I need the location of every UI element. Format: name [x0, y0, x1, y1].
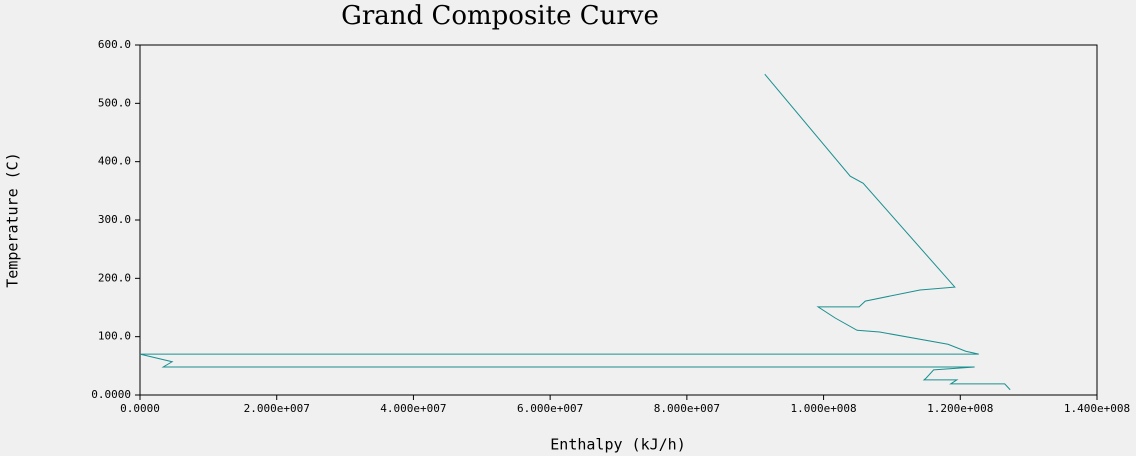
y-tick-label: 300.0 [98, 213, 131, 226]
x-tick-label: 1.000e+008 [790, 402, 856, 415]
x-tick-label: 1.400e+008 [1064, 402, 1130, 415]
x-tick-label: 2.000e+007 [244, 402, 310, 415]
y-tick-label: 600.0 [98, 38, 131, 51]
x-tick-label: 6.000e+007 [517, 402, 583, 415]
y-tick-label: 200.0 [98, 271, 131, 284]
x-tick-label: 0.0000 [120, 402, 160, 415]
x-tick-label: 4.000e+007 [380, 402, 446, 415]
y-tick-label: 100.0 [98, 330, 131, 343]
y-tick-label: 500.0 [98, 96, 131, 109]
plot-frame [139, 44, 1098, 396]
y-tick-label: 0.0000 [91, 388, 131, 401]
data-line [139, 73, 1011, 391]
x-tick-label: 8.000e+007 [654, 402, 720, 415]
chart-title: Grand Composite Curve [341, 1, 659, 31]
x-axis-title: Enthalpy (kJ/h) [550, 436, 685, 454]
y-tick-label: 400.0 [98, 155, 131, 168]
x-tick-label: 1.200e+008 [927, 402, 993, 415]
y-axis-title: Temperature (C) [4, 152, 22, 287]
